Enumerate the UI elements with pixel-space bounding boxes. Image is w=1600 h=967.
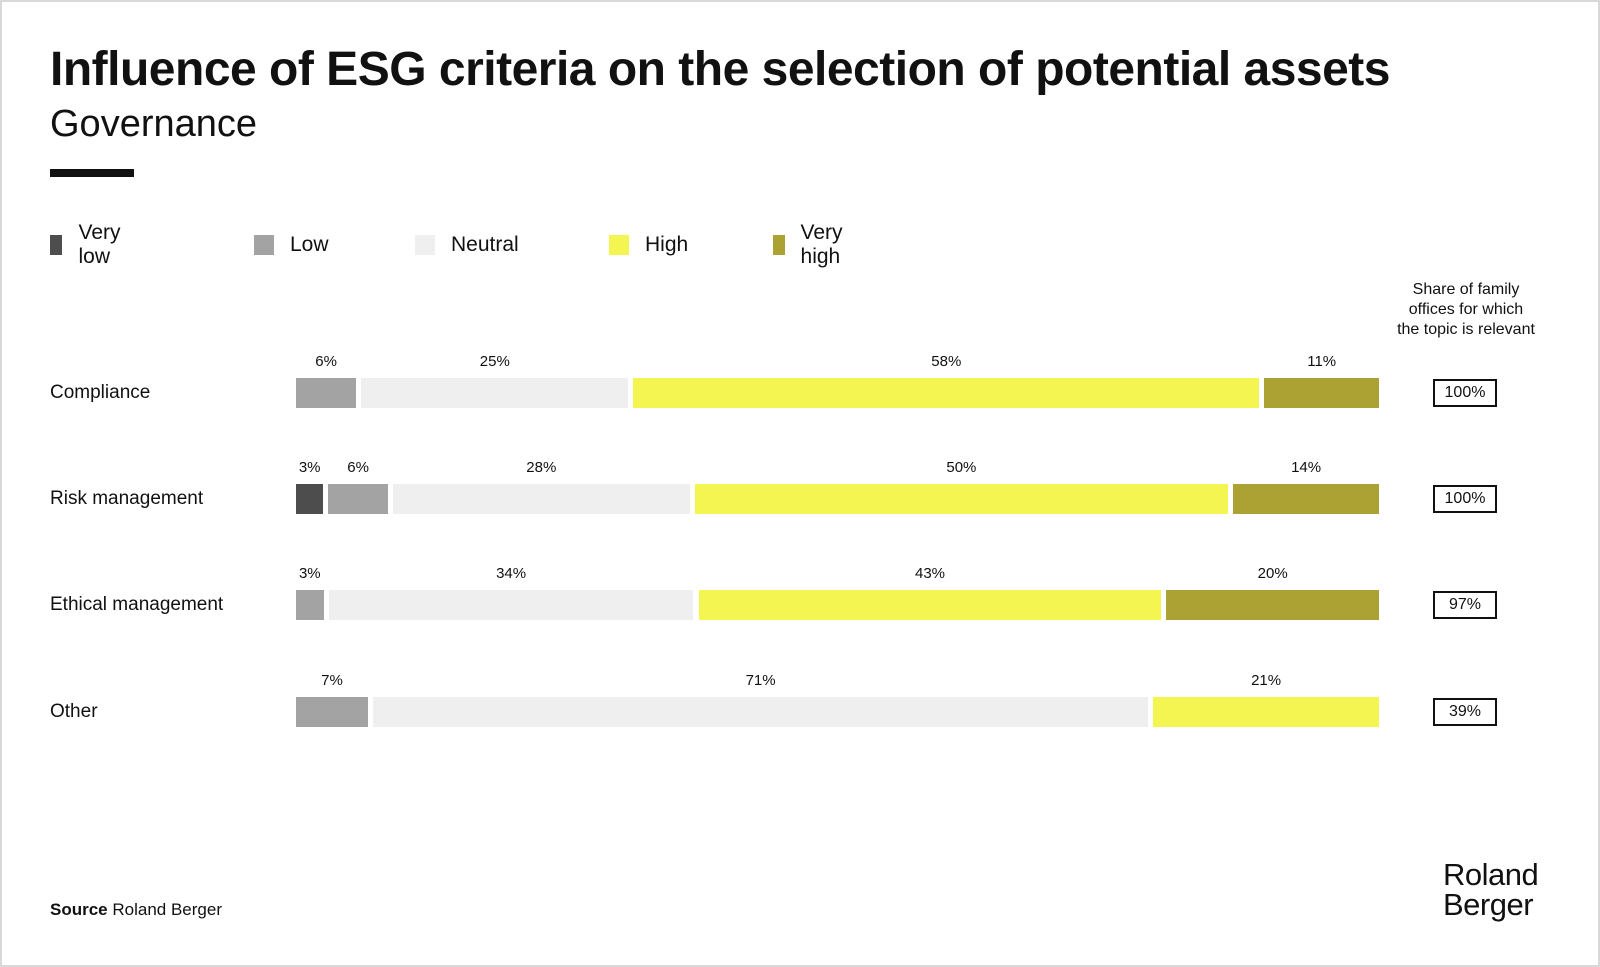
data-label-risk-management-low: 6% <box>347 459 369 476</box>
legend-swatch-very-high <box>773 235 785 255</box>
row-label-compliance: Compliance <box>50 382 151 403</box>
bar-segment-risk-management-very-high <box>1233 484 1379 514</box>
bar-segment-risk-management-neutral <box>393 484 690 514</box>
data-label-risk-management-neutral: 28% <box>526 459 557 476</box>
data-label-risk-management-very-high: 14% <box>1291 459 1322 476</box>
data-label-ethical-management-neutral: 34% <box>496 565 527 582</box>
source-note: Source Roland Berger <box>50 900 222 920</box>
bar-segment-ethical-management-low <box>296 590 324 620</box>
relevance-share-risk-management: 100% <box>1433 485 1497 513</box>
data-label-ethical-management-low: 3% <box>298 565 321 582</box>
source-label: Source <box>50 900 108 919</box>
bar-segment-compliance-high <box>633 378 1260 408</box>
logo-line-2: Berger <box>1443 887 1534 922</box>
chart-title: Influence of ESG criteria on the selecti… <box>50 43 1390 96</box>
source-text: Roland Berger <box>112 900 222 919</box>
bar-segment-ethical-management-high <box>698 590 1162 620</box>
row-label-risk-management: Risk management <box>50 488 204 509</box>
data-label-risk-management-high: 50% <box>946 459 977 476</box>
legend-item-neutral: Neutral <box>415 232 519 258</box>
legend-item-very-high: Very high <box>773 221 851 268</box>
legend-label-neutral: Neutral <box>451 233 519 256</box>
bar-segment-risk-management-high <box>694 484 1229 514</box>
legend-item-high: High <box>609 232 688 258</box>
legend-label-very-high: Very high <box>800 221 843 268</box>
relevance-share-compliance: 100% <box>1433 379 1497 407</box>
bar-segment-risk-management-very-low <box>296 484 324 514</box>
legend-label-high: High <box>645 233 689 256</box>
data-label-other-neutral: 71% <box>745 672 776 689</box>
data-label-compliance-very-high: 11% <box>1307 353 1337 370</box>
relevance-share-ethical-management: 97% <box>1433 591 1497 619</box>
bar-segment-other-high <box>1153 697 1379 727</box>
data-label-compliance-neutral: 25% <box>479 353 510 370</box>
bar-segment-ethical-management-neutral <box>328 590 694 620</box>
relevance-share-other: 39% <box>1433 698 1497 726</box>
title-rule <box>50 169 134 177</box>
bar-segment-ethical-management-very-high <box>1166 590 1379 620</box>
legend-swatch-low <box>254 235 274 255</box>
relevance-share-header-line-3: the topic is relevant <box>1397 321 1535 338</box>
chart-subtitle: Governance <box>50 103 258 145</box>
legend-swatch-neutral <box>415 235 435 255</box>
roland-berger-logo: Roland Berger <box>1443 857 1539 922</box>
bar-segment-compliance-neutral <box>361 378 629 408</box>
legend-label-very-low: Very low <box>78 221 121 268</box>
data-label-other-low: 7% <box>321 672 343 689</box>
data-label-ethical-management-very-high: 20% <box>1257 565 1288 582</box>
logo-line-1: Roland <box>1443 857 1539 892</box>
legend-label-low: Low <box>290 233 329 256</box>
data-label-risk-management-very-low: 3% <box>298 459 321 476</box>
bar-segment-compliance-very-high <box>1264 378 1379 408</box>
relevance-share-header: Share of family offices for which the to… <box>1378 280 1554 340</box>
bar-segment-other-low <box>296 697 368 727</box>
relevance-share-header-line-2: offices for which <box>1408 301 1524 318</box>
row-label-other: Other <box>50 701 98 722</box>
legend-swatch-high <box>609 235 629 255</box>
data-label-compliance-high: 58% <box>931 353 962 370</box>
legend-item-very-low: Very low <box>50 221 128 268</box>
bar-segment-compliance-low <box>296 378 357 408</box>
relevance-share-header-line-1: Share of family <box>1412 281 1520 298</box>
bar-segment-risk-management-low <box>328 484 388 514</box>
bar-segment-other-neutral <box>372 697 1149 727</box>
row-label-ethical-management: Ethical management <box>50 594 224 615</box>
legend-item-low: Low <box>254 232 329 258</box>
data-label-other-high: 21% <box>1251 672 1282 689</box>
data-label-compliance-low: 6% <box>315 353 337 370</box>
legend-swatch-very-low <box>50 235 63 255</box>
data-label-ethical-management-high: 43% <box>914 565 946 582</box>
